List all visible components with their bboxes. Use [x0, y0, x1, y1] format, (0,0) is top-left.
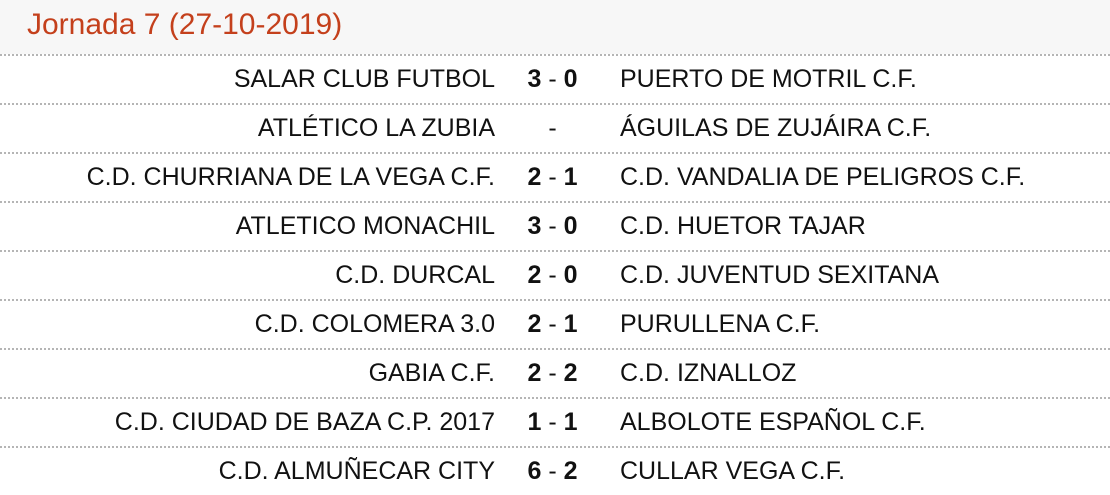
match-row: C.D. COLOMERA 3.0 2 - 1 PURULLENA C.F. — [0, 299, 1110, 348]
away-team: ALBOLOTE ESPAÑOL C.F. — [620, 408, 926, 436]
home-team: SALAR CLUB FUTBOL — [233, 65, 495, 93]
home-team: C.D. CIUDAD DE BAZA C.P. 2017 — [114, 408, 495, 436]
home-goals: 2 — [527, 359, 542, 387]
match-score: 2 - 1 — [510, 163, 595, 192]
home-team: C.D. ALMUÑECAR CITY — [218, 457, 495, 485]
match-score: 1 - 1 — [510, 408, 595, 437]
score-separator: - — [548, 408, 557, 436]
match-row: C.D. CHURRIANA DE LA VEGA C.F. 2 - 1 C.D. … — [0, 152, 1110, 201]
home-team: ATLÉTICO LA ZUBIA — [257, 114, 495, 142]
matchday-title: Jornada 7 (27-10-2019) — [27, 8, 343, 41]
away-team: C.D. HUETOR TAJAR — [620, 212, 866, 240]
match-score: 3 - 0 — [510, 212, 595, 241]
home-goals: 2 — [527, 310, 542, 338]
home-goals: 2 — [527, 163, 542, 191]
home-team: C.D. COLOMERA 3.0 — [254, 310, 495, 338]
away-team: C.D. JUVENTUD SEXITANA — [620, 261, 940, 289]
away-team: ÁGUILAS DE ZUJÁIRA C.F. — [620, 114, 932, 142]
score-separator: - — [548, 65, 557, 93]
match-score: 6 - 2 — [510, 457, 595, 486]
score-separator: - — [548, 457, 557, 485]
match-row: ATLÉTICO LA ZUBIA - ÁGUILAS DE ZUJÁIRA C… — [0, 103, 1110, 152]
match-row: SALAR CLUB FUTBOL 3 - 0 PUERTO DE MOTRIL C… — [0, 54, 1110, 103]
home-goals: 1 — [527, 408, 542, 436]
matchday-header: Jornada 7 (27-10-2019) — [0, 0, 1110, 54]
away-goals: 0 — [563, 65, 578, 93]
away-goals: 0 — [563, 261, 578, 289]
home-goals: 3 — [527, 65, 542, 93]
home-goals: 2 — [527, 261, 542, 289]
away-goals: 0 — [563, 212, 578, 240]
home-team: GABIA C.F. — [368, 359, 495, 387]
match-row: C.D. ALMUÑECAR CITY 6 - 2 CULLAR VEGA C.F. — [0, 446, 1110, 495]
score-separator: - — [548, 212, 557, 240]
away-goals: 1 — [563, 408, 578, 436]
match-score: 2 - 2 — [510, 359, 595, 388]
away-team: C.D. IZNALLOZ — [620, 359, 797, 387]
score-separator: - — [548, 114, 557, 142]
away-goals: 1 — [563, 310, 578, 338]
match-row: C.D. DURCAL 2 - 0 C.D. JUVENTUD SEXITANA — [0, 250, 1110, 299]
away-team: PURULLENA C.F. — [620, 310, 821, 338]
score-separator: - — [548, 163, 557, 191]
away-goals: 1 — [563, 163, 578, 191]
match-row: ATLETICO MONACHIL 3 - 0 C.D. HUETOR TAJAR — [0, 201, 1110, 250]
home-goals: 3 — [527, 212, 542, 240]
match-row: C.D. CIUDAD DE BAZA C.P. 2017 1 - 1 ALBOLO… — [0, 397, 1110, 446]
match-row: GABIA C.F. 2 - 2 C.D. IZNALLOZ — [0, 348, 1110, 397]
score-separator: - — [548, 310, 557, 338]
match-score: - — [510, 114, 595, 143]
match-list: SALAR CLUB FUTBOL 3 - 0 PUERTO DE MOTRIL C… — [0, 54, 1110, 495]
away-team: CULLAR VEGA C.F. — [620, 457, 846, 485]
away-goals: 2 — [563, 457, 578, 485]
match-score: 3 - 0 — [510, 65, 595, 94]
home-team: C.D. DURCAL — [335, 261, 495, 289]
away-goals: 2 — [563, 359, 578, 387]
match-score: 2 - 1 — [510, 310, 595, 339]
score-separator: - — [548, 359, 557, 387]
home-goals: 6 — [527, 457, 542, 485]
away-team: PUERTO DE MOTRIL C.F. — [620, 65, 917, 93]
away-team: C.D. VANDALIA DE PELIGROS C.F. — [620, 163, 1026, 191]
score-separator: - — [548, 261, 557, 289]
home-team: C.D. CHURRIANA DE LA VEGA C.F. — [86, 163, 495, 191]
match-score: 2 - 0 — [510, 261, 595, 290]
home-team: ATLETICO MONACHIL — [235, 212, 495, 240]
